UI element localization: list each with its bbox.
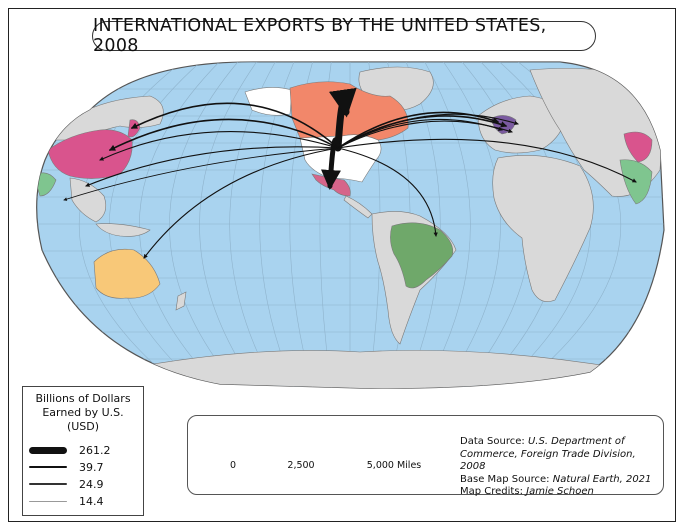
africa xyxy=(492,155,594,302)
map-title-text: INTERNATIONAL EXPORTS BY THE UNITED STAT… xyxy=(93,16,547,56)
brazil xyxy=(390,222,454,289)
export-flow-line xyxy=(337,113,519,149)
legend-label: 24.9 xyxy=(79,477,104,491)
basemap-value: Natural Earth, 2021 xyxy=(552,473,652,485)
scale-label-0: 0 xyxy=(229,460,237,471)
indonesia xyxy=(95,223,151,237)
credits-line: Map Credits: Jamie Schoen xyxy=(460,486,663,499)
info-box: 0 2,500 5,000 Miles Data Source: U.S. De… xyxy=(187,415,664,497)
europe xyxy=(477,95,567,154)
map-title: INTERNATIONAL EXPORTS BY THE UNITED STAT… xyxy=(92,16,596,56)
legend-item: 261.2 xyxy=(29,443,111,457)
central-america xyxy=(343,195,373,219)
alaska xyxy=(244,87,293,116)
data-source-value-2: Commerce, Foreign Trade Division, 2008 xyxy=(460,448,636,473)
export-flow-line xyxy=(99,131,339,161)
legend-item: 24.9 xyxy=(29,477,104,491)
australia xyxy=(93,248,161,299)
legend-label: 14.4 xyxy=(79,494,104,508)
credits: Data Source: U.S. Department of Commerce… xyxy=(460,436,663,499)
export-flow-line xyxy=(143,147,339,259)
scale-label-5000: 5,000 Miles xyxy=(366,460,422,471)
export-flow-line xyxy=(130,102,339,149)
legend-item: 39.7 xyxy=(29,460,104,474)
legend-item: 14.4 xyxy=(29,494,104,508)
legend-label: 39.7 xyxy=(79,460,104,474)
export-flows xyxy=(63,87,637,259)
china-east xyxy=(623,131,653,163)
data-source-label: Data Source: xyxy=(460,436,525,447)
legend-swatch xyxy=(29,466,67,468)
export-flow-line xyxy=(108,118,339,151)
russia-west-wrap xyxy=(47,95,164,141)
export-flow-line xyxy=(337,120,513,149)
credits-label: Map Credits: xyxy=(460,486,523,497)
data-source-value-1: U.S. Department of xyxy=(527,436,625,447)
data-source-line-2: Commerce, Foreign Trade Division, 2008 xyxy=(460,449,663,474)
new-zealand xyxy=(175,291,187,311)
export-flow-line xyxy=(337,138,637,183)
legend-title-line-1: Billions of Dollars xyxy=(35,392,131,405)
scale-label-2500: 2,500 xyxy=(287,460,315,471)
legend-title-line-2: Earned by U.S. xyxy=(42,406,124,419)
basemap-label: Base Map Source: xyxy=(460,473,550,485)
legend-title-line-3: (USD) xyxy=(66,420,100,433)
export-flow-line xyxy=(337,111,500,149)
legend-swatch xyxy=(29,446,67,454)
data-source-line-1: Data Source: U.S. Department of xyxy=(460,436,663,449)
export-flow-line xyxy=(85,146,339,187)
legend-title: Billions of Dollars Earned by U.S. (USD) xyxy=(23,392,143,434)
china xyxy=(47,129,133,179)
credits-value: Jamie Schoen xyxy=(526,486,594,497)
basemap-line: Base Map Source: Natural Earth, 2021 xyxy=(460,474,663,487)
export-flow-line xyxy=(337,147,438,237)
export-flow-line xyxy=(63,147,339,201)
legend-label: 261.2 xyxy=(79,443,111,457)
export-flow-line xyxy=(328,87,357,152)
legend: Billions of Dollars Earned by U.S. (USD)… xyxy=(22,386,144,516)
legend-swatch xyxy=(29,483,67,485)
legend-swatch xyxy=(29,500,67,502)
